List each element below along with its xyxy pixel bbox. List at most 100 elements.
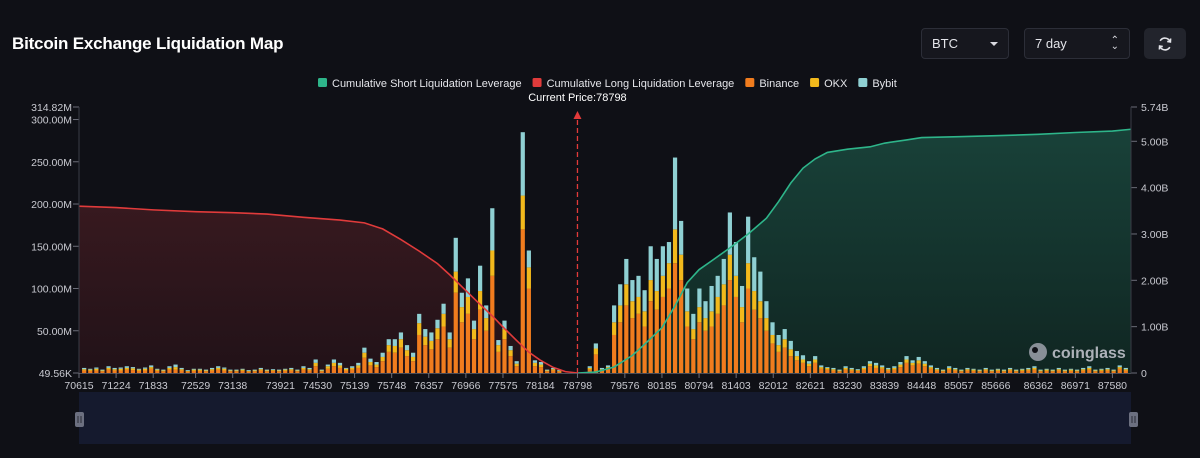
bar-binance bbox=[800, 362, 806, 373]
bar-bybit bbox=[709, 285, 714, 312]
bar-okx bbox=[1105, 369, 1110, 371]
bar-okx bbox=[301, 367, 306, 370]
bar-binance bbox=[386, 351, 391, 373]
bar-bybit bbox=[392, 339, 397, 346]
bar-bybit bbox=[142, 367, 148, 369]
watermark: coinglass bbox=[1029, 343, 1126, 362]
bar-binance bbox=[234, 371, 239, 373]
bar-okx bbox=[344, 368, 349, 371]
bar-bybit bbox=[380, 352, 385, 357]
bar-bybit bbox=[514, 361, 519, 364]
bar-bybit bbox=[1123, 367, 1128, 370]
bar-binance bbox=[356, 367, 361, 373]
bar-binance bbox=[837, 371, 842, 373]
bar-okx bbox=[216, 367, 221, 370]
bar-binance bbox=[258, 370, 263, 373]
x-tick-label: 76966 bbox=[451, 380, 480, 392]
bar-binance bbox=[758, 318, 763, 373]
bar-bybit bbox=[337, 362, 343, 366]
bar-okx bbox=[1020, 369, 1025, 371]
bar-bybit bbox=[471, 320, 477, 330]
bar-okx bbox=[782, 339, 787, 348]
bar-binance bbox=[1074, 371, 1080, 373]
y-left-tick-label: 200.00M bbox=[31, 199, 72, 211]
bar-okx bbox=[277, 370, 282, 372]
bar-bybit bbox=[892, 366, 897, 368]
bar-okx bbox=[337, 365, 343, 368]
bar-binance bbox=[423, 345, 428, 373]
bar-bybit bbox=[270, 369, 276, 371]
bar-bybit bbox=[886, 367, 891, 370]
x-tick-label: 74530 bbox=[303, 380, 332, 392]
bar-bybit bbox=[252, 369, 257, 371]
bar-binance bbox=[746, 288, 751, 373]
bar-okx bbox=[228, 370, 233, 372]
bar-bybit bbox=[1001, 369, 1007, 371]
bar-binance bbox=[246, 371, 251, 373]
coin-select[interactable]: BTC bbox=[921, 28, 1009, 59]
bar-okx bbox=[478, 291, 483, 310]
bar-binance bbox=[216, 369, 221, 373]
bar-bybit bbox=[624, 258, 629, 285]
bar-binance bbox=[155, 370, 160, 373]
bar-bybit bbox=[441, 303, 446, 314]
bar-okx bbox=[1050, 370, 1055, 372]
bar-okx bbox=[654, 291, 659, 310]
bar-bybit bbox=[94, 367, 99, 369]
bar-okx bbox=[971, 369, 976, 371]
bar-okx bbox=[739, 307, 745, 323]
bar-binance bbox=[398, 347, 404, 373]
bar-okx bbox=[873, 365, 879, 368]
refresh-button[interactable] bbox=[1144, 28, 1186, 59]
bar-okx bbox=[526, 267, 531, 289]
bar-bybit bbox=[630, 280, 635, 302]
bar-bybit bbox=[831, 367, 836, 370]
bar-okx bbox=[733, 275, 739, 297]
bar-bybit bbox=[947, 366, 952, 368]
bar-binance bbox=[124, 369, 129, 373]
bar-binance bbox=[971, 370, 976, 373]
bar-binance bbox=[380, 361, 385, 373]
bar-binance bbox=[886, 370, 891, 373]
bar-okx bbox=[88, 369, 93, 371]
bar-okx bbox=[191, 369, 196, 371]
bar-okx bbox=[258, 369, 263, 371]
bar-okx bbox=[411, 356, 416, 362]
bar-bybit bbox=[447, 332, 452, 340]
period-select[interactable]: 7 day ⌃ ⌄ bbox=[1024, 28, 1130, 59]
y-right-tick-label: 4.00B bbox=[1141, 183, 1168, 195]
x-tick-label: 73921 bbox=[266, 380, 295, 392]
bar-binance bbox=[277, 371, 282, 373]
bar-okx bbox=[94, 368, 99, 371]
bar-okx bbox=[417, 323, 422, 335]
bar-okx bbox=[270, 370, 276, 371]
bar-binance bbox=[484, 330, 489, 373]
bar-binance bbox=[313, 366, 318, 373]
bar-bybit bbox=[855, 369, 860, 371]
bar-bybit bbox=[739, 285, 745, 308]
bar-okx bbox=[465, 296, 471, 314]
bar-binance bbox=[319, 371, 324, 373]
bar-binance bbox=[441, 326, 446, 373]
bar-okx bbox=[496, 345, 501, 352]
y-right-tick-label: 3.00B bbox=[1141, 229, 1168, 241]
bar-okx bbox=[252, 370, 257, 372]
bar-bybit bbox=[727, 212, 732, 255]
bar-binance bbox=[404, 356, 410, 373]
bar-okx bbox=[764, 318, 769, 331]
bar-binance bbox=[965, 370, 970, 373]
x-tick-label: 73138 bbox=[218, 380, 247, 392]
bar-okx bbox=[149, 367, 154, 369]
bar-binance bbox=[520, 229, 525, 373]
bar-bybit bbox=[197, 368, 203, 370]
bar-bybit bbox=[1105, 367, 1110, 370]
bar-binance bbox=[112, 370, 117, 373]
bar-okx bbox=[124, 367, 129, 370]
bar-binance bbox=[538, 367, 544, 373]
bar-okx bbox=[934, 369, 940, 371]
bar-binance bbox=[953, 370, 958, 373]
bar-bybit bbox=[873, 362, 879, 366]
bar-binance bbox=[1020, 370, 1025, 373]
x-tick-label: 80794 bbox=[684, 380, 713, 392]
zoom-slider bbox=[75, 392, 1138, 444]
